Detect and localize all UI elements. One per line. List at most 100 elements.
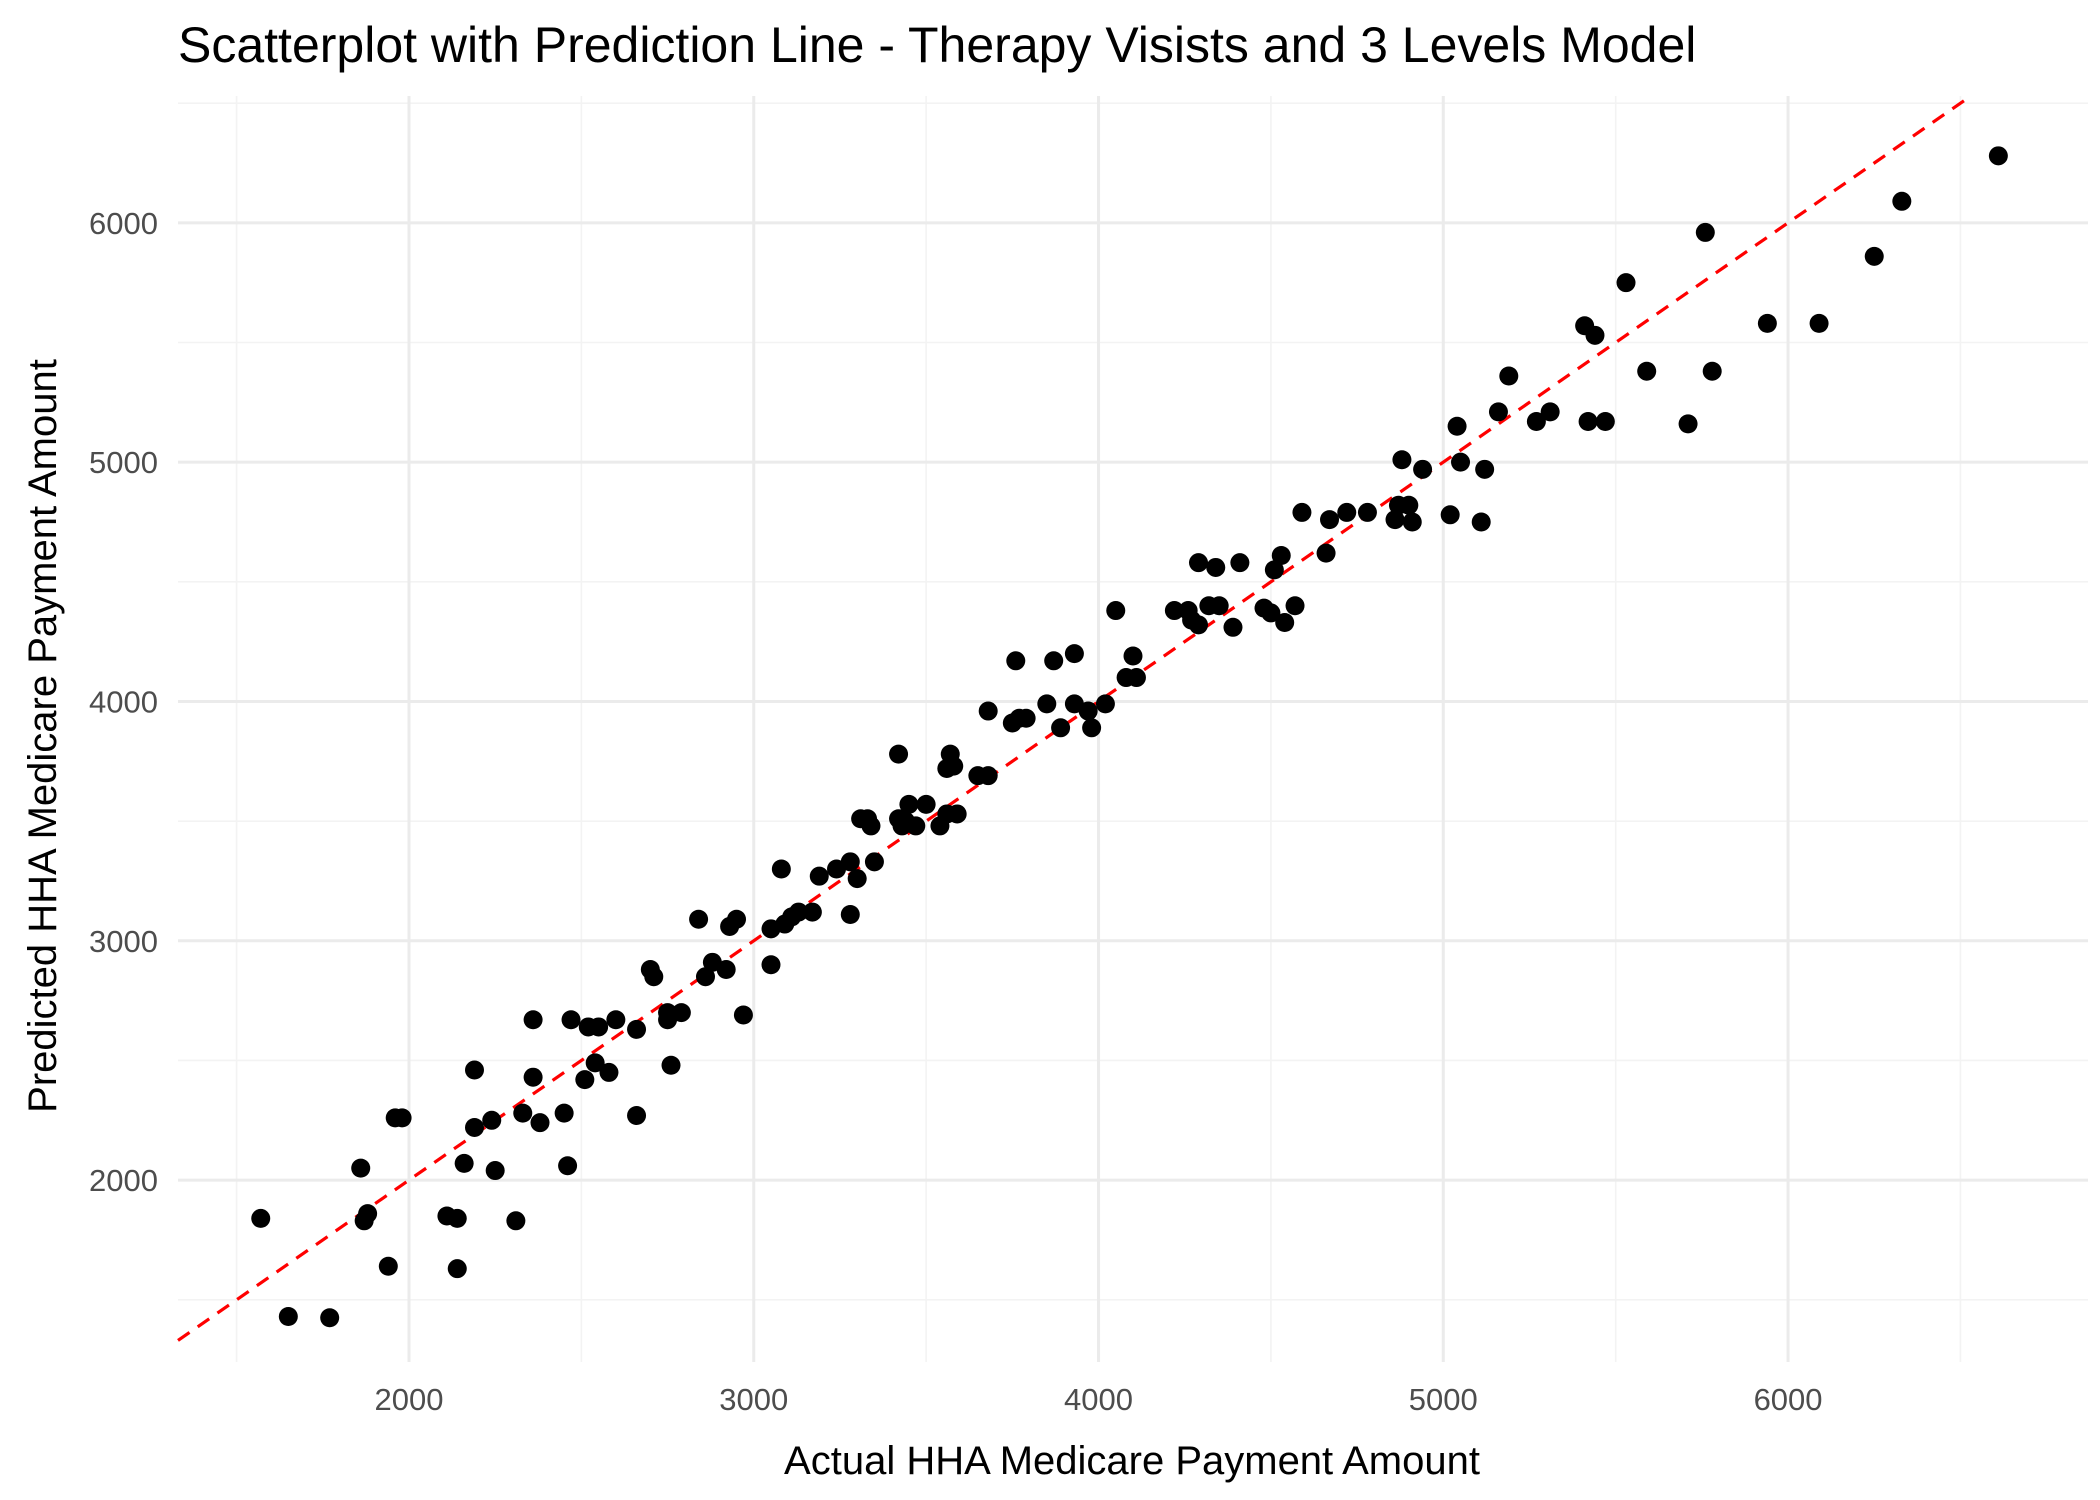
data-point [906,816,926,836]
data-point [1702,361,1722,381]
chart-title: Scatterplot with Prediction Line - Thera… [178,17,1696,73]
data-point [840,852,860,872]
data-point [1037,694,1057,714]
data-point [1357,502,1377,522]
data-point [944,756,964,776]
data-point [978,701,998,721]
data-point [1316,543,1336,563]
data-point [1809,313,1829,333]
data-point [1206,557,1226,577]
data-point [916,794,936,814]
data-point [1292,502,1312,522]
data-point [1864,246,1884,266]
data-point [716,960,736,980]
data-point [1471,512,1491,532]
data-point [1526,411,1546,431]
data-point [1695,222,1715,242]
data-point [1189,615,1209,635]
data-point [1337,502,1357,522]
data-point [644,967,664,987]
data-point [599,1062,619,1082]
data-point [689,909,709,929]
y-tick-label: 3000 [89,924,158,959]
data-point [627,1106,647,1126]
data-point [978,766,998,786]
data-point [1264,560,1284,580]
data-point [1413,459,1433,479]
data-point [251,1208,271,1228]
data-point [1106,601,1126,621]
data-point [1261,603,1281,623]
data-point [864,852,884,872]
data-point [1451,452,1471,472]
data-point [530,1113,550,1133]
x-tick-label: 5000 [1409,1382,1478,1417]
data-point [1440,505,1460,525]
data-point [1275,613,1295,633]
data-point [889,744,909,764]
data-point [1578,411,1598,431]
data-point [1164,601,1184,621]
data-point [1540,402,1560,422]
data-point [575,1070,595,1090]
data-point [447,1208,467,1228]
data-point [1271,545,1291,565]
y-axis-label: Predicted HHA Medicare Payment Amount [21,359,65,1113]
data-point [1475,459,1495,479]
data-point [1123,646,1143,666]
data-point [482,1110,502,1130]
data-point [506,1211,526,1231]
data-point [627,1019,647,1039]
data-point [1399,495,1419,515]
data-point [1757,313,1777,333]
data-point [358,1204,378,1224]
data-point [727,909,747,929]
data-point [1095,694,1115,714]
data-point [1637,361,1657,381]
data-point [513,1103,533,1123]
data-point [733,1005,753,1025]
x-tick-label: 6000 [1754,1382,1823,1417]
x-tick-label: 2000 [375,1382,444,1417]
data-point [1082,718,1102,738]
data-point [1892,191,1912,211]
data-point [1488,402,1508,422]
data-point [1285,596,1305,616]
data-point [1126,668,1146,688]
data-point [847,869,867,889]
grid [178,96,2088,1362]
data-point [392,1108,412,1128]
data-point [1051,718,1071,738]
data-point [278,1307,298,1327]
data-point [464,1117,484,1137]
data-point [658,1003,678,1023]
prediction-line [177,94,1972,1342]
data-point [661,1055,681,1075]
data-point [1402,512,1422,532]
x-tick-label: 3000 [719,1382,788,1417]
data-point [464,1060,484,1080]
data-point [454,1153,474,1173]
data-point [1078,701,1098,721]
data-point [589,1017,609,1037]
data-point [1320,510,1340,530]
data-point [1064,644,1084,664]
tick-labels: 2000 3000 4000 5000 6000 2000 3000 4000 5000 6000 [89,206,1823,1417]
data-point [1044,651,1064,671]
data-point [447,1259,467,1279]
x-tick-label: 4000 [1064,1382,1133,1417]
data-point [1230,553,1250,573]
data-point [809,866,829,886]
prediction-line-group [177,94,1972,1342]
data-point [485,1161,505,1181]
data-point [606,1010,626,1030]
data-point [1189,553,1209,573]
data-point [1016,708,1036,728]
data-point [861,816,881,836]
data-point [554,1103,574,1123]
data-point [789,902,809,922]
y-tick-label: 6000 [89,206,158,241]
data-point [1447,416,1467,436]
data-point [1223,617,1243,637]
data-point [523,1010,543,1030]
